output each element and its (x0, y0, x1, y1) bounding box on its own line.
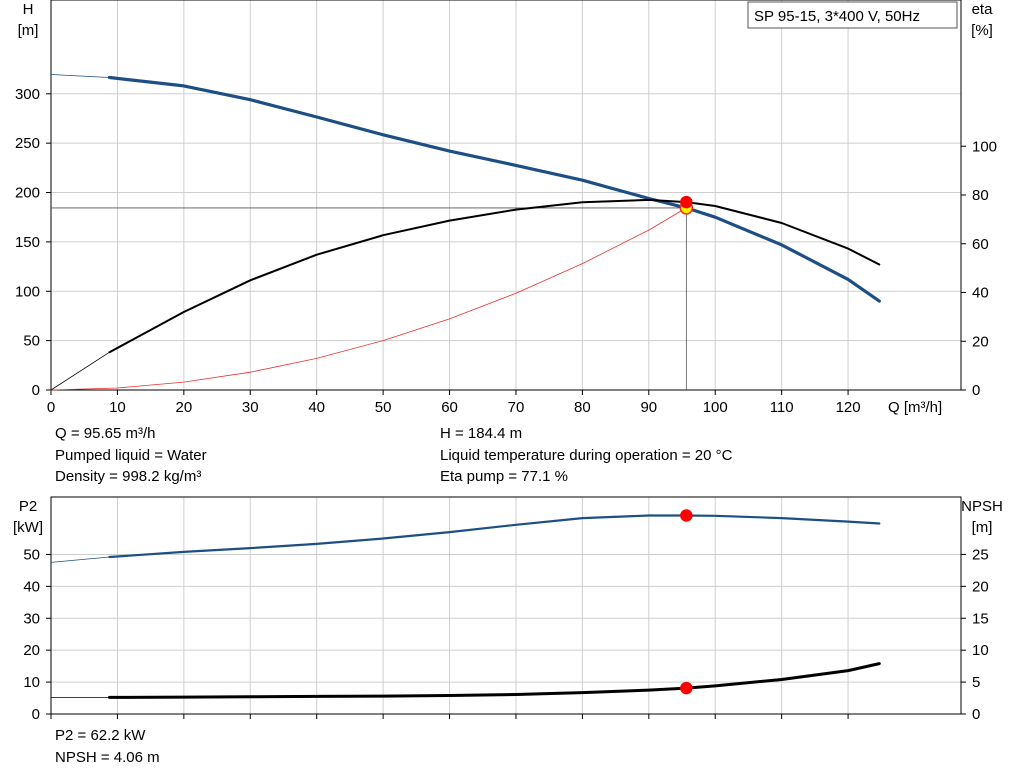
plot-frame (50, 0, 962, 391)
x-axis-label: Q [m³/h] (888, 399, 942, 416)
x-tick-label: 40 (308, 399, 325, 416)
series-power (108, 514, 881, 559)
x-tick-label: 90 (640, 399, 657, 416)
annotation-text: H = 184.4 m (440, 425, 522, 442)
x-tick-label: 110 (770, 399, 794, 416)
y2-axis-label: NPSH (961, 498, 1003, 515)
chart-title: SP 95-15, 3*400 V, 50Hz (754, 8, 920, 25)
x-tick-label: 60 (441, 399, 458, 416)
y-tick-label: 50 (23, 333, 40, 350)
y-tick-label: 20 (23, 642, 40, 659)
point-duty-power (680, 509, 693, 522)
annotation-text: Density = 998.2 kg/m³ (55, 468, 201, 485)
annotation-text: Pumped liquid = Water (55, 447, 207, 464)
series-efficiency (108, 198, 881, 354)
annotation-text: Eta pump = 77.1 % (440, 468, 568, 485)
series-power-extension (50, 556, 110, 563)
y2-tick-label: 10 (972, 642, 989, 659)
y2-tick-label: 15 (972, 610, 989, 627)
series-head (107, 75, 881, 303)
y-tick-label: 100 (15, 283, 40, 300)
x-tick-label: 50 (375, 399, 392, 416)
y-tick-label: 200 (15, 185, 40, 202)
x-tick-label: 0 (47, 399, 55, 416)
series-head-extension (50, 74, 110, 78)
x-tick-label: 70 (508, 399, 525, 416)
y-axis-unit: [kW] (13, 519, 43, 536)
y2-axis-unit: [%] (971, 22, 993, 39)
x-tick-label: 80 (574, 399, 591, 416)
annotation-text: Q = 95.65 m³/h (55, 425, 155, 442)
y-axis-unit: [m] (18, 22, 39, 39)
y-tick-label: 40 (23, 578, 40, 595)
y-tick-label: 10 (23, 674, 40, 691)
y-axis-label: H (23, 1, 34, 18)
y2-tick-label: 25 (972, 546, 989, 563)
y-tick-label: 30 (23, 610, 40, 627)
x-tick-label: 10 (109, 399, 126, 416)
y2-axis-unit: [m] (972, 519, 993, 536)
y2-tick-label: 80 (972, 187, 989, 204)
series-system-curve (50, 207, 687, 391)
x-tick-label: 120 (836, 399, 861, 416)
y-tick-label: 150 (15, 234, 40, 251)
series-npsh (108, 662, 881, 699)
title-box (747, 1, 958, 29)
y2-tick-label: 5 (972, 674, 980, 691)
y2-tick-label: 20 (972, 333, 989, 350)
annotation-text: NPSH = 4.06 m (55, 749, 160, 766)
y2-tick-label: 40 (972, 285, 989, 302)
y2-axis-label: eta (972, 1, 994, 18)
y-tick-label: 250 (15, 135, 40, 152)
y-axis-label: P2 (19, 498, 37, 515)
annotation-text: Liquid temperature during operation = 20… (440, 447, 733, 464)
y-tick-label: 0 (32, 382, 40, 399)
series-efficiency-extension (50, 351, 110, 391)
point-duty-npsh (680, 681, 693, 695)
y2-tick-label: 60 (972, 236, 989, 253)
y-tick-label: 50 (23, 546, 40, 563)
point-duty-eta (680, 195, 693, 209)
y2-tick-label: 20 (972, 578, 989, 595)
y2-tick-label: 0 (972, 382, 980, 399)
plot-frame (50, 496, 962, 715)
y-tick-label: 0 (32, 706, 40, 723)
x-tick-label: 100 (703, 399, 728, 416)
y2-tick-label: 0 (972, 706, 980, 723)
x-tick-label: 20 (176, 399, 193, 416)
y-tick-label: 300 (15, 86, 40, 103)
x-tick-label: 30 (242, 399, 259, 416)
y2-tick-label: 100 (972, 138, 997, 155)
annotation-text: P2 = 62.2 kW (55, 727, 146, 744)
